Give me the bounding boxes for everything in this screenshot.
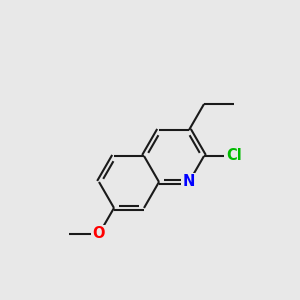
Text: N: N xyxy=(183,175,195,190)
Text: O: O xyxy=(93,226,105,242)
Text: Cl: Cl xyxy=(226,148,242,164)
